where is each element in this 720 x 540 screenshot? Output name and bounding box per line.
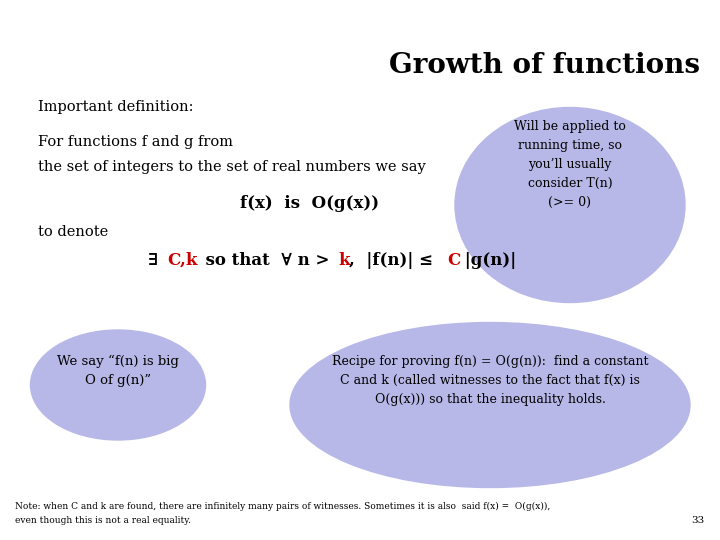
- Ellipse shape: [30, 330, 205, 440]
- Text: Growth of functions: Growth of functions: [389, 52, 700, 79]
- Text: k: k: [338, 252, 350, 269]
- Text: ∃: ∃: [148, 252, 164, 269]
- Text: 33: 33: [692, 516, 705, 525]
- Text: the set of integers to the set of real numbers we say: the set of integers to the set of real n…: [38, 160, 426, 174]
- Ellipse shape: [455, 107, 685, 302]
- Ellipse shape: [290, 322, 690, 488]
- Text: |g(n)|: |g(n)|: [459, 252, 516, 269]
- Text: Recipe for proving f(n) = O(g(n)):  find a constant
C and k (called witnesses to: Recipe for proving f(n) = O(g(n)): find …: [332, 355, 648, 406]
- Text: Important definition:: Important definition:: [38, 100, 194, 114]
- Text: For functions f and g from: For functions f and g from: [38, 135, 233, 149]
- Text: so that  ∀ n >: so that ∀ n >: [194, 252, 336, 269]
- Text: Will be applied to
running time, so
you’ll usually
consider T(n)
(>= 0): Will be applied to running time, so you’…: [514, 120, 626, 209]
- Text: C: C: [447, 252, 460, 269]
- Text: We say “f(n) is big
O of g(n)”: We say “f(n) is big O of g(n)”: [57, 355, 179, 387]
- Text: even though this is not a real equality.: even though this is not a real equality.: [15, 516, 191, 525]
- Text: C,k: C,k: [167, 252, 197, 269]
- Text: to denote: to denote: [38, 225, 108, 239]
- Text: ,  |f(n)| ≤: , |f(n)| ≤: [349, 252, 438, 269]
- Text: Note: when C and k are found, there are infinitely many pairs of witnesses. Some: Note: when C and k are found, there are …: [15, 502, 550, 511]
- Text: f(x)  is  O(g(x)): f(x) is O(g(x)): [240, 195, 379, 212]
